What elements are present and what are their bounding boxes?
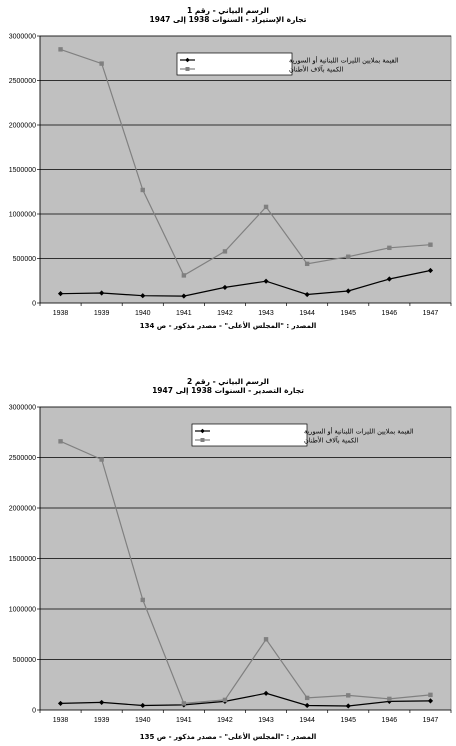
data-point-diamond: [427, 698, 434, 704]
chart-subtitle: تجارة التصدير - السنوات 1938 إلى 1947: [152, 386, 304, 395]
data-point-diamond: [345, 288, 351, 294]
legend-label-1: القيمة بملايين الليرات اللبنانية أو السو…: [304, 426, 414, 435]
x-tick-label: 1943: [258, 310, 274, 317]
x-tick-label: 1947: [423, 717, 439, 724]
x-tick-label: 1947: [423, 310, 439, 317]
x-tick-label: 1940: [135, 717, 151, 724]
data-point-square: [428, 692, 433, 698]
data-point-diamond: [99, 699, 105, 706]
series-line-1: [60, 692, 431, 707]
legend-label-1: القيمة بملايين الليرات اللبنانية أو السو…: [289, 55, 399, 64]
x-tick-label: 1940: [135, 310, 151, 317]
data-point-square: [346, 693, 351, 698]
data-point-square: [140, 187, 145, 193]
y-tick-label: 3000000: [9, 405, 36, 412]
x-tick-label: 1944: [299, 310, 315, 317]
legend: القيمة بملايين الليرات اللبنانية أو السو…: [176, 52, 399, 76]
data-point-diamond: [140, 293, 146, 299]
y-tick-label: 1500000: [9, 556, 36, 563]
y-tick-label: 0: [32, 708, 36, 715]
data-point-diamond: [304, 291, 310, 298]
legend-marker-square: [185, 67, 190, 71]
x-tick-label: 1942: [217, 310, 233, 317]
legend-marker-diamond: [200, 428, 205, 434]
data-point-square: [387, 245, 392, 251]
data-point-diamond: [57, 700, 64, 707]
data-point-square: [140, 597, 145, 603]
data-point-diamond: [57, 291, 64, 297]
chart-source: المصدر : "المجلس الأعلى" - مصدر مذكور - …: [140, 732, 317, 741]
data-point-square: [222, 249, 228, 254]
data-point-square: [99, 457, 104, 462]
x-tick-label: 1946: [382, 717, 398, 724]
y-tick-label: 2000000: [9, 123, 36, 130]
data-point-square: [304, 695, 310, 701]
legend-marker-square: [200, 438, 205, 442]
data-point-square: [263, 204, 269, 210]
data-point-square: [58, 47, 63, 52]
data-point-square: [181, 273, 187, 278]
data-point-diamond: [181, 293, 187, 299]
data-point-diamond: [222, 284, 228, 291]
chart-title: الرسم البياني - رقم 1: [187, 6, 269, 15]
legend: القيمة بملايين الليرات اللبنانية أو السو…: [191, 423, 414, 447]
x-tick-label: 1938: [53, 717, 69, 724]
data-point-diamond: [345, 703, 351, 709]
data-point-diamond: [386, 698, 392, 705]
x-tick-label: 1939: [94, 717, 110, 724]
y-tick-label: 2500000: [9, 455, 36, 462]
x-tick-label: 1941: [176, 717, 192, 724]
y-tick-label: 3000000: [9, 34, 36, 41]
data-point-diamond: [140, 702, 146, 709]
y-tick-label: 2500000: [9, 78, 36, 85]
legend-label-2: الكمية بآلاف الأطنان: [304, 435, 359, 444]
chart-subtitle: تجارة الإستيراد - السنوات 1938 إلى 1947: [150, 15, 307, 24]
data-point-diamond: [263, 278, 269, 284]
data-point-square: [428, 242, 433, 247]
x-tick-label: 1945: [340, 717, 356, 724]
data-point-diamond: [427, 267, 434, 274]
legend-box: [191, 423, 308, 447]
y-tick-label: 1000000: [9, 212, 36, 219]
x-tick-label: 1938: [53, 310, 69, 317]
data-point-diamond: [386, 276, 392, 282]
data-point-square: [263, 637, 269, 642]
data-point-square: [99, 61, 104, 66]
data-point-square: [222, 697, 228, 703]
x-tick-label: 1939: [94, 310, 110, 317]
data-point-diamond: [304, 702, 310, 709]
data-point-square: [58, 439, 63, 444]
x-tick-label: 1943: [258, 717, 274, 724]
legend-label-2: الكمية بآلاف الأطنان: [289, 64, 344, 73]
y-tick-label: 2000000: [9, 506, 36, 513]
chart-source: المصدر : "المجلس الأعلى" - مصدر مذكور - …: [140, 321, 317, 330]
x-tick-label: 1945: [340, 310, 356, 317]
y-tick-label: 0: [32, 301, 36, 308]
chart-title: الرسم البياني - رقم 2: [187, 377, 269, 386]
legend-box: [176, 52, 293, 76]
data-point-diamond: [99, 290, 105, 296]
series-line-2: [60, 48, 431, 277]
series-line-2: [60, 440, 431, 705]
x-tick-label: 1941: [176, 310, 192, 317]
legend-marker-diamond: [185, 57, 190, 63]
y-tick-label: 1000000: [9, 607, 36, 614]
data-point-diamond: [263, 690, 269, 696]
data-point-square: [181, 701, 187, 706]
data-point-square: [346, 254, 351, 259]
x-tick-label: 1946: [382, 310, 398, 317]
y-tick-label: 1500000: [9, 167, 36, 174]
x-tick-label: 1942: [217, 717, 233, 724]
y-tick-label: 500000: [13, 657, 36, 664]
y-tick-label: 500000: [13, 256, 36, 263]
data-point-square: [304, 261, 310, 267]
x-tick-label: 1944: [299, 717, 315, 724]
series-line-1: [60, 269, 431, 297]
data-point-square: [387, 696, 392, 702]
